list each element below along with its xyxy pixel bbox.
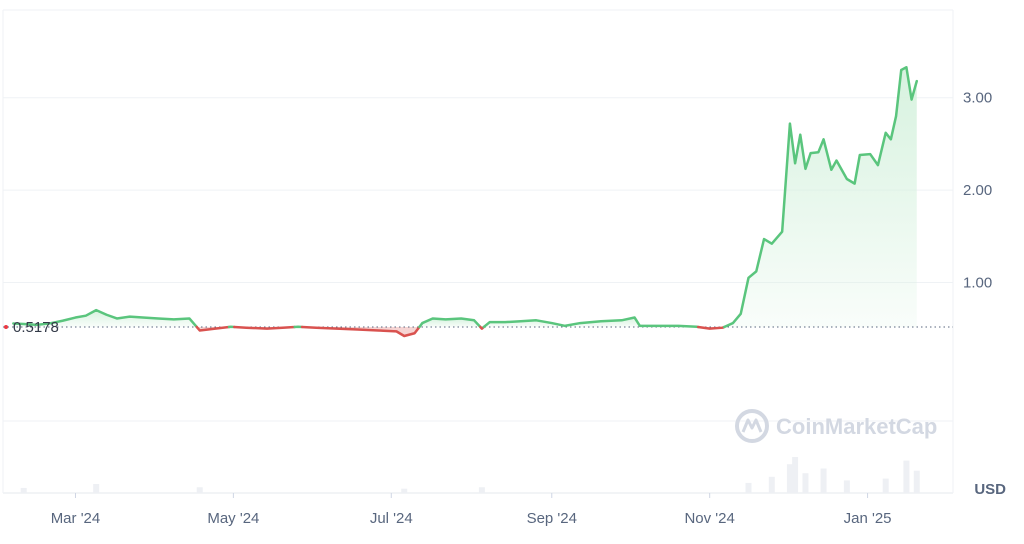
volume-bar	[792, 457, 799, 493]
area-fill-up	[419, 318, 481, 327]
y-tick-label: 3.00	[963, 90, 992, 107]
volume-bar	[401, 488, 408, 493]
price-line-up	[418, 317, 482, 329]
volume-bar	[745, 482, 752, 493]
chart-grid	[2, 9, 954, 494]
volume-bars	[20, 457, 920, 493]
area-fill-up	[724, 67, 917, 327]
volume-bar	[196, 487, 203, 493]
x-tick-label: May '24	[207, 510, 259, 527]
volume-bar	[93, 484, 100, 493]
price-line-down	[300, 325, 421, 338]
area-fills	[13, 67, 917, 336]
volume-bar	[478, 487, 485, 493]
price-line-down	[195, 325, 231, 332]
price-line-up	[12, 308, 198, 329]
volume-bar	[20, 487, 27, 493]
x-tick-label: Jul '24	[370, 510, 413, 527]
baseline-marker	[4, 324, 8, 329]
volume-bar	[843, 480, 850, 493]
volume-bar	[786, 464, 793, 493]
y-tick-label: 1.00	[963, 274, 992, 291]
baseline-label: 0.5178	[13, 319, 59, 336]
x-tick-label: Nov '24	[684, 510, 734, 527]
volume-bar	[913, 470, 920, 493]
watermark: CoinMarketCap	[735, 409, 937, 443]
y-tick-label: 2.00	[963, 182, 992, 199]
volume-bar	[820, 468, 827, 493]
area-fill-up	[13, 310, 197, 327]
watermark-text: CoinMarketCap	[776, 414, 937, 439]
coinmarketcap-logo-icon	[735, 409, 769, 443]
price-line-up	[722, 66, 919, 329]
x-tick-label: Jan '25	[844, 510, 892, 527]
volume-bar	[903, 460, 910, 493]
price-line	[12, 66, 919, 338]
unit-label: USD	[974, 481, 1006, 498]
y-axis-ticks: 1.00 2.00 3.00	[963, 90, 992, 292]
volume-bar	[802, 473, 809, 493]
x-tick-label: Mar '24	[51, 510, 101, 527]
volume-bar	[882, 478, 889, 493]
price-line-up	[482, 316, 700, 329]
x-axis-ticks: Mar '24 May '24 Jul '24 Sep '24 Nov '24 Jan '…	[51, 493, 892, 527]
volume-bar	[768, 476, 775, 493]
price-line-down	[232, 325, 296, 330]
area-fill-down	[302, 326, 420, 336]
x-tick-label: Sep '24	[527, 510, 577, 527]
